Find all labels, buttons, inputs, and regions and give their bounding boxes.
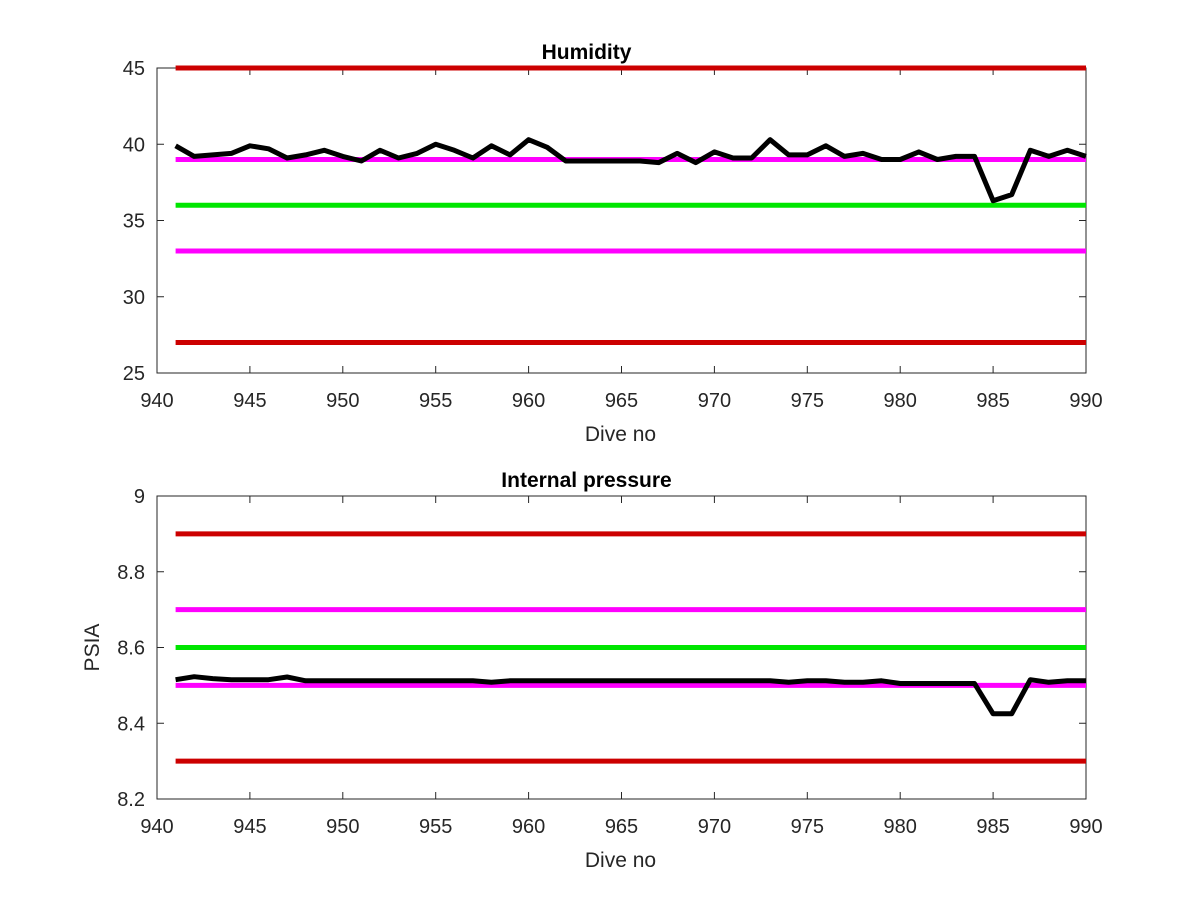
chart-title: Internal pressure (501, 469, 671, 492)
x-tick-label: 970 (698, 816, 731, 838)
axes-box-humidity (156, 67, 1087, 374)
x-tick-label: 960 (512, 816, 545, 838)
x-tick-label: 985 (976, 816, 1009, 838)
x-tick-label: 990 (1069, 390, 1102, 412)
x-tick-label: 955 (419, 816, 452, 838)
x-axis-label: Dive no (585, 423, 656, 446)
x-tick-label: 940 (140, 390, 173, 412)
x-tick-label: 945 (233, 816, 266, 838)
plot-pressure: 940 945 950 955 960 965 970 975 980 985 990 8.2 8.4 8… (81, 469, 1103, 872)
x-tick-label: 950 (326, 816, 359, 838)
y-tick-label: 45 (123, 58, 145, 80)
x-tick-label: 940 (140, 816, 173, 838)
x-tick-label: 980 (884, 816, 917, 838)
x-tick-label: 955 (419, 390, 452, 412)
plot-humidity: 940 945 950 955 960 965 970 975 980 985 990 25 30 35 4… (123, 41, 1103, 446)
y-axis-label: PSIA (81, 624, 104, 672)
x-tick-label: 970 (698, 390, 731, 412)
y-tick-label: 25 (123, 363, 145, 385)
y-tick-label: 35 (123, 211, 145, 233)
x-tick-label: 965 (605, 816, 638, 838)
y-tick-label: 40 (123, 134, 145, 156)
y-tick-label: 9 (134, 486, 145, 508)
x-tick-label: 975 (791, 390, 824, 412)
x-tick-label: 975 (791, 816, 824, 838)
x-tick-label: 960 (512, 390, 545, 412)
x-tick-label: 950 (326, 390, 359, 412)
series-line-data (174, 137, 1087, 204)
x-tick-label: 980 (884, 390, 917, 412)
x-axis-label: Dive no (585, 849, 656, 872)
y-tick-label: 30 (123, 287, 145, 309)
series-line-data (175, 674, 1086, 717)
y-tick-label: 8.4 (117, 713, 145, 735)
y-tick-label: 8.2 (117, 789, 145, 811)
x-tick-label: 985 (976, 390, 1009, 412)
x-tick-label: 945 (233, 390, 266, 412)
x-tick-label: 965 (605, 390, 638, 412)
y-tick-label: 8.8 (117, 562, 145, 584)
x-tick-label: 990 (1069, 816, 1102, 838)
chart-title: Humidity (542, 41, 632, 64)
y-tick-label: 8.6 (117, 638, 145, 660)
